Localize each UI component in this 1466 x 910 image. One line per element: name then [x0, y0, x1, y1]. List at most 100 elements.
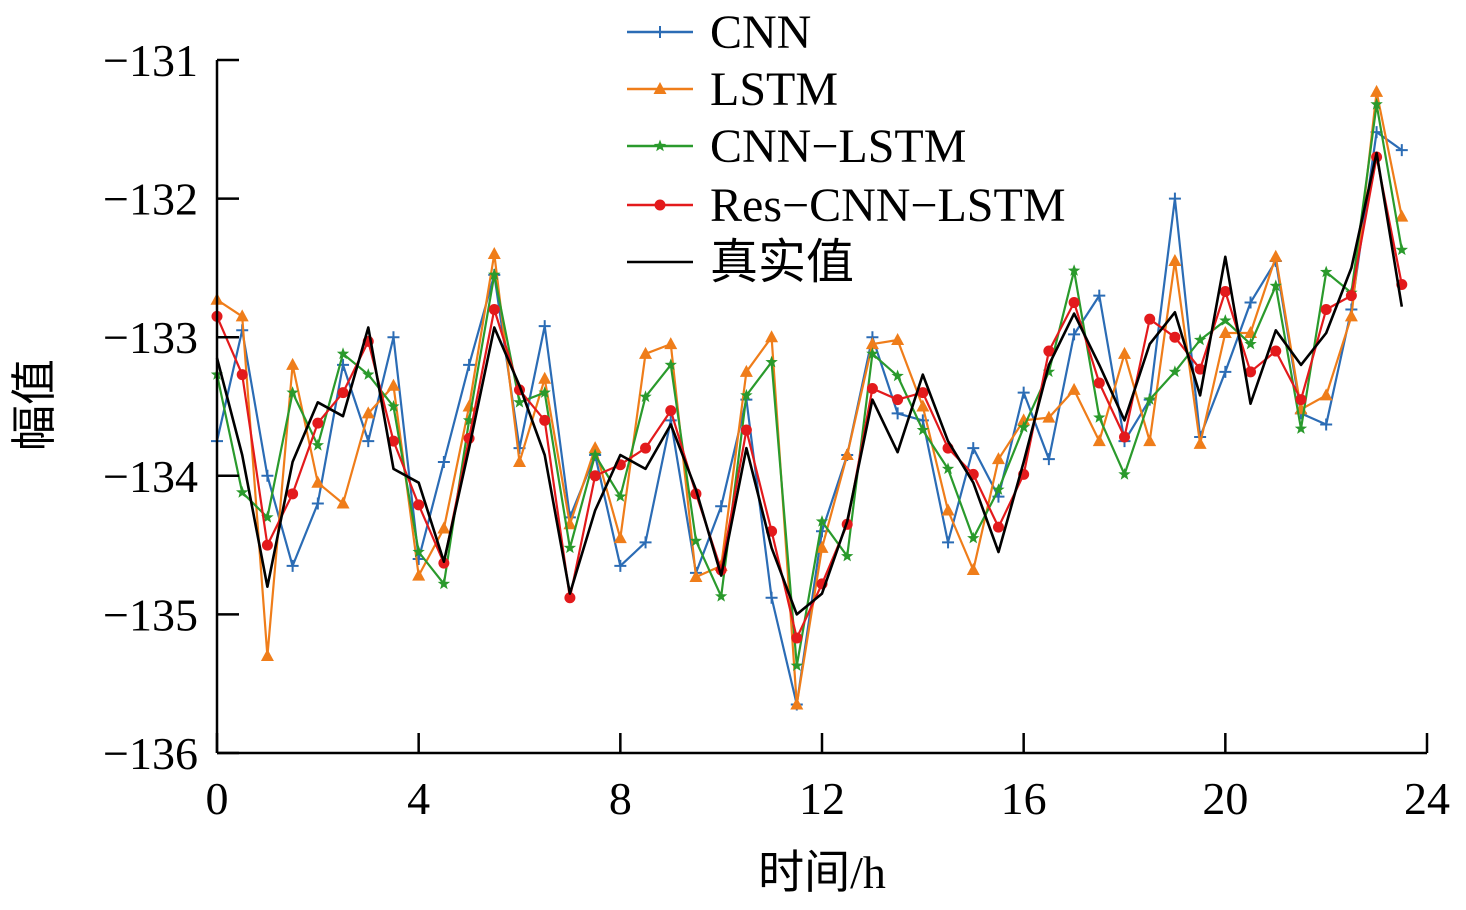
data-point — [538, 371, 552, 384]
data-point — [386, 378, 400, 391]
legend-swatch-marker — [654, 26, 666, 38]
data-point — [1295, 394, 1307, 406]
legend-item: Res−CNN−LSTM — [627, 179, 1066, 232]
y-tick-label: −133 — [103, 312, 198, 363]
data-point — [740, 424, 752, 436]
data-point — [614, 559, 627, 572]
data-point — [362, 368, 375, 380]
data-point — [361, 406, 375, 419]
data-point — [815, 540, 829, 553]
data-point — [992, 521, 1004, 533]
data-point — [538, 320, 551, 333]
data-point — [1370, 84, 1384, 97]
data-point — [689, 569, 703, 582]
data-point — [967, 531, 980, 544]
data-point — [916, 423, 929, 436]
data-point — [312, 417, 324, 429]
data-point — [1370, 97, 1383, 110]
data-point — [488, 303, 500, 315]
data-point — [1144, 313, 1156, 325]
data-point — [1319, 388, 1333, 401]
data-point — [588, 448, 602, 461]
y-tick-label: −136 — [103, 728, 198, 779]
data-point — [437, 577, 451, 590]
data-point — [589, 470, 601, 482]
data-point — [1193, 333, 1207, 346]
data-point — [891, 369, 904, 382]
data-point — [1294, 422, 1308, 434]
data-point — [336, 347, 350, 360]
data-point — [487, 247, 501, 260]
legend-label: CNN−LSTM — [710, 120, 966, 173]
data-point — [311, 497, 324, 510]
data-point — [311, 438, 324, 451]
data-point — [689, 534, 703, 547]
data-point — [261, 469, 274, 482]
legend-label: LSTM — [710, 63, 838, 116]
data-point — [1043, 345, 1055, 357]
data-point — [261, 539, 273, 551]
data-point — [1168, 192, 1181, 205]
x-axis-title: 时间/h — [758, 847, 886, 898]
data-point — [564, 592, 576, 604]
data-point — [614, 490, 627, 502]
x-tick-label: 24 — [1404, 773, 1450, 824]
data-point — [1320, 265, 1333, 278]
series-layer — [210, 84, 1409, 711]
data-point — [337, 387, 349, 399]
data-point — [664, 358, 677, 371]
x-tick-label: 0 — [206, 773, 229, 824]
data-point — [866, 347, 879, 360]
data-point — [462, 413, 476, 426]
legend-item: CNN−LSTM — [627, 120, 966, 173]
data-point — [413, 499, 425, 511]
data-point — [942, 536, 955, 549]
data-point — [1093, 289, 1106, 302]
x-tick-label: 16 — [1001, 773, 1047, 824]
legend-item: LSTM — [627, 63, 838, 116]
series-line — [215, 103, 1403, 667]
data-point — [891, 407, 904, 420]
data-point — [791, 632, 803, 644]
data-point — [640, 442, 652, 454]
data-point — [513, 454, 526, 467]
data-point — [765, 330, 779, 343]
data-point — [236, 369, 248, 381]
data-point — [1169, 331, 1181, 343]
data-point — [1093, 411, 1106, 423]
data-point — [1017, 420, 1030, 433]
data-point — [941, 503, 955, 516]
data-point — [1395, 243, 1408, 256]
data-point — [1068, 297, 1080, 309]
data-point — [966, 563, 980, 576]
data-point — [462, 399, 476, 412]
data-point — [841, 549, 854, 562]
data-point — [1395, 144, 1408, 157]
data-point — [286, 357, 300, 370]
data-point — [412, 552, 425, 565]
data-point — [1118, 467, 1131, 480]
data-point — [1269, 279, 1282, 292]
series-line — [215, 151, 1404, 616]
data-point — [539, 414, 551, 426]
data-point — [1042, 365, 1056, 378]
data-point — [639, 390, 652, 403]
x-tick-label: 12 — [799, 773, 845, 824]
data-point — [286, 559, 299, 572]
data-point — [336, 496, 350, 509]
data-point — [1067, 382, 1081, 395]
data-point — [1320, 418, 1333, 431]
data-point — [840, 448, 854, 461]
y-tick-label: −132 — [103, 174, 198, 225]
data-point — [563, 541, 577, 554]
data-point — [790, 697, 804, 710]
data-point — [1345, 290, 1357, 302]
data-point — [891, 332, 905, 345]
data-point — [1093, 377, 1105, 389]
data-point — [438, 557, 450, 569]
data-point — [1168, 365, 1182, 378]
data-point — [1067, 264, 1081, 276]
data-point — [1092, 434, 1106, 447]
